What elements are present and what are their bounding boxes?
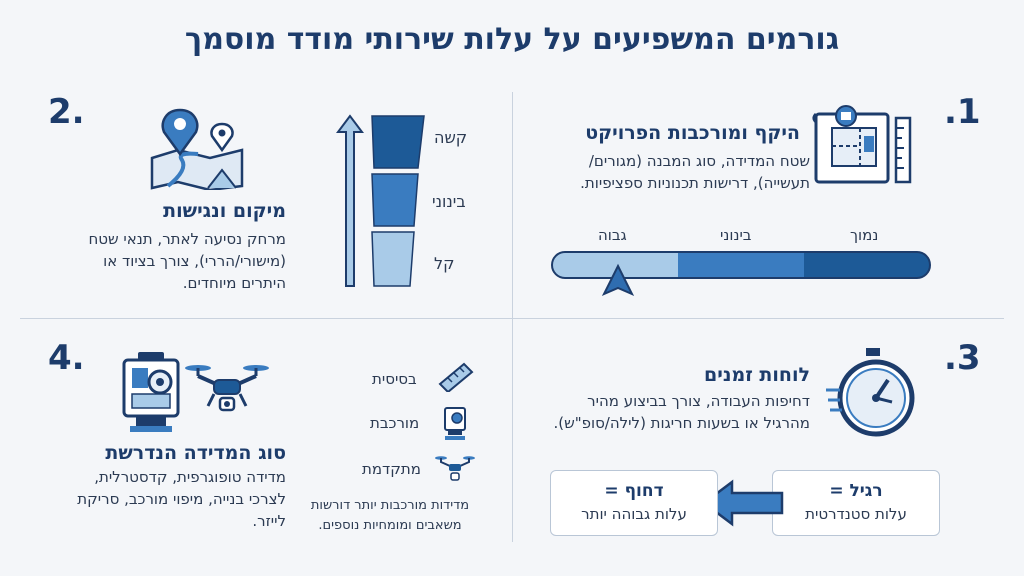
section-4-number: 4. <box>48 338 85 378</box>
regular-cost-subtitle: עלות סטנדרטית <box>805 505 907 523</box>
regular-cost-title: רגיל = <box>829 481 883 501</box>
section-2-description: מרחק נסיעה לאתר, תנאי שטח (מישורי/הררי),… <box>50 228 287 294</box>
section-4-desc-line: לצרכי בנייה, מיפוי מורכב, סריקת <box>77 490 286 508</box>
page-title: גורמים המשפיעים על עלות שירותי מודד מוסמ… <box>184 22 840 57</box>
scale-pointer-icon <box>601 263 635 296</box>
complexity-scale-bar <box>551 251 931 296</box>
section-4-desc-line: מדידה טופוגרפית, קדסטרלית, <box>94 468 286 486</box>
section-1-title: היקף ומורכבות הפרויקט <box>585 122 800 144</box>
section-1-description: שטח המדידה, סוג המבנה (מגורים/ תעשייה), … <box>530 150 810 194</box>
level-label-advanced: מתקדמת <box>362 460 421 478</box>
total-station-icon <box>122 352 180 432</box>
level-label-basic: בסיסית <box>372 370 417 388</box>
stopwatch-icon <box>826 348 915 437</box>
section-3-number: .3 <box>944 338 981 378</box>
ruler-icon <box>438 362 474 392</box>
urgent-cost-subtitle: עלות גבוהה יותר <box>581 505 687 523</box>
section-2-desc-line: מרחק נסיעה לאתר, תנאי שטח <box>88 230 287 248</box>
section-3-desc-line: דחיפות העבודה, צורך בביצוע מהיר <box>587 392 810 410</box>
section-3-description: דחיפות העבודה, צורך בביצוע מהיר מהרגיל א… <box>530 390 810 434</box>
regular-cost-box: רגיל = עלות סטנדרטית <box>772 470 940 536</box>
scale-label-mid: בינוני <box>720 226 752 244</box>
difficulty-easy-block <box>371 231 415 287</box>
urgent-cost-title: דחוף = <box>604 481 664 501</box>
section-2-desc-line: היתרים מיוחדים. <box>182 274 286 292</box>
section-2-desc-line: (מישורי/הררי), צורך בציוד או <box>103 252 286 270</box>
total-station-small-icon <box>444 407 466 440</box>
scale-label-low: נמוך <box>850 226 879 244</box>
horizontal-divider <box>20 318 1004 319</box>
arrow-left-icon <box>701 479 784 527</box>
difficulty-label-hard: קשה <box>434 128 468 147</box>
scale-label-high: גבוה <box>598 226 627 244</box>
drone-small-icon <box>435 456 475 481</box>
difficulty-stack <box>336 114 425 287</box>
section-1-desc-line: שטח המדידה, סוג המבנה (מגורים/ <box>588 152 810 170</box>
blueprint-icon <box>812 105 912 184</box>
section-1-number: .1 <box>944 92 981 132</box>
vertical-divider <box>512 92 513 542</box>
section-4-note: מדידות מורכבות יותר דורשות משאבים ומומחי… <box>300 496 480 536</box>
drone-icon <box>185 365 269 412</box>
arrow-up-icon <box>336 114 364 287</box>
section-3-desc-line: מהרגיל או בשעות חריגות (לילה/סופ"ש). <box>553 414 810 432</box>
section-1-desc-line: תעשייה), דרישות תכנוניות ספציפיות. <box>580 174 810 192</box>
difficulty-label-easy: קל <box>434 254 455 273</box>
difficulty-medium-block <box>371 173 419 227</box>
section-4-note-line: מדידות מורכבות יותר דורשות <box>310 498 470 513</box>
difficulty-label-medium: בינוני <box>432 192 466 211</box>
difficulty-hard-block <box>371 115 425 169</box>
map-pin-icon <box>150 108 244 190</box>
section-2-number: 2. <box>48 92 85 132</box>
section-4-note-line: משאבים ומומחיות נוספים. <box>318 518 462 533</box>
section-2-title: מיקום ונגישות <box>163 200 286 222</box>
level-label-complex: מורכבת <box>370 414 420 432</box>
section-4-desc-line: לייזר. <box>252 512 286 530</box>
section-4-description: מדידה טופוגרפית, קדסטרלית, לצרכי בנייה, … <box>40 466 286 532</box>
urgent-cost-box: דחוף = עלות גבוהה יותר <box>550 470 718 536</box>
section-3-title: לוחות זמנים <box>704 364 810 386</box>
section-4-title: סוג המדידה הנדרשת <box>105 442 286 464</box>
